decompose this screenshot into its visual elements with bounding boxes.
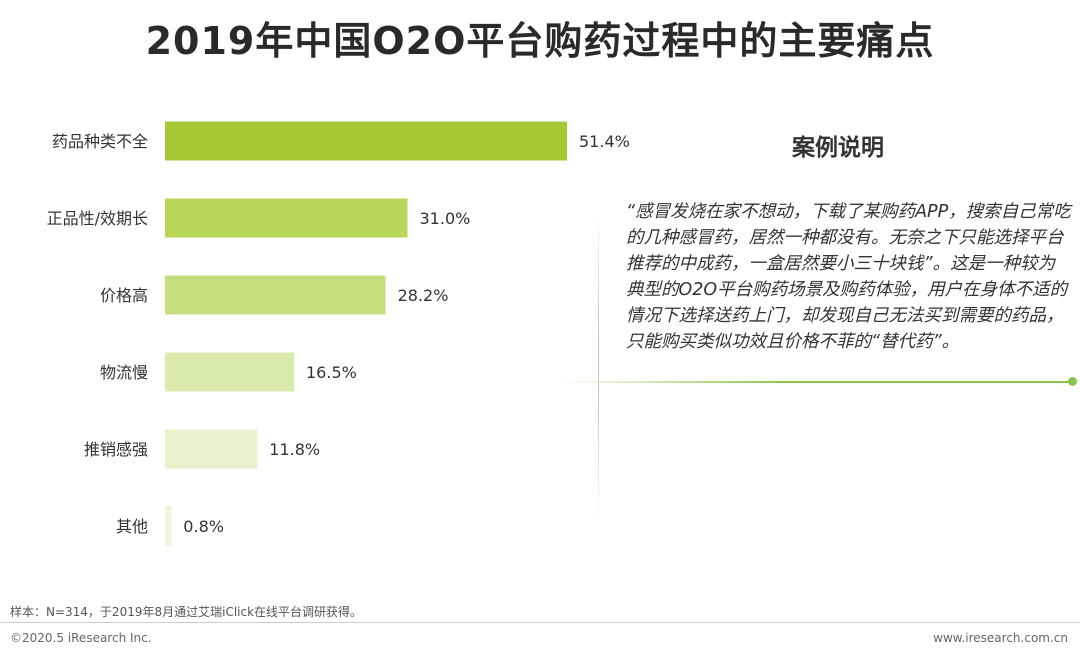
bar xyxy=(165,275,386,315)
copyright-text: ©2020.5 iResearch Inc. xyxy=(10,631,152,645)
data-label: 16.5% xyxy=(306,363,357,382)
case-vertical-divider xyxy=(598,208,599,523)
data-label: 28.2% xyxy=(398,286,449,305)
bar xyxy=(165,198,408,238)
bar xyxy=(165,429,258,469)
category-label: 药品种类不全 xyxy=(52,132,148,151)
category-label: 物流慢 xyxy=(100,363,148,382)
category-label: 推销感强 xyxy=(84,440,148,459)
case-title: 案例说明 xyxy=(792,135,884,161)
page-title: 2019年中国O2O平台购药过程中的主要痛点 xyxy=(145,19,935,63)
data-label: 0.8% xyxy=(183,517,224,536)
divider-dot-icon xyxy=(1068,377,1077,386)
category-label: 价格高 xyxy=(100,286,148,305)
footer-divider xyxy=(0,622,1080,623)
bar xyxy=(165,352,294,392)
category-label: 正品性/效期长 xyxy=(47,209,148,228)
website-link[interactable]: www.iresearch.com.cn xyxy=(933,631,1068,645)
case-horizontal-divider xyxy=(560,381,1072,383)
bar xyxy=(165,121,567,161)
data-label: 51.4% xyxy=(579,132,630,151)
sample-note: 样本：N=314，于2019年8月通过艾瑞iClick在线平台调研获得。 xyxy=(10,605,363,619)
data-label: 31.0% xyxy=(420,209,471,228)
data-label: 11.8% xyxy=(269,440,320,459)
case-quote: “感冒发烧在家不想动，下载了某购药APP，搜索自己常吃的几种感冒药，居然一种都没… xyxy=(626,202,1071,352)
category-label: 其他 xyxy=(116,517,148,536)
bar xyxy=(165,506,172,546)
